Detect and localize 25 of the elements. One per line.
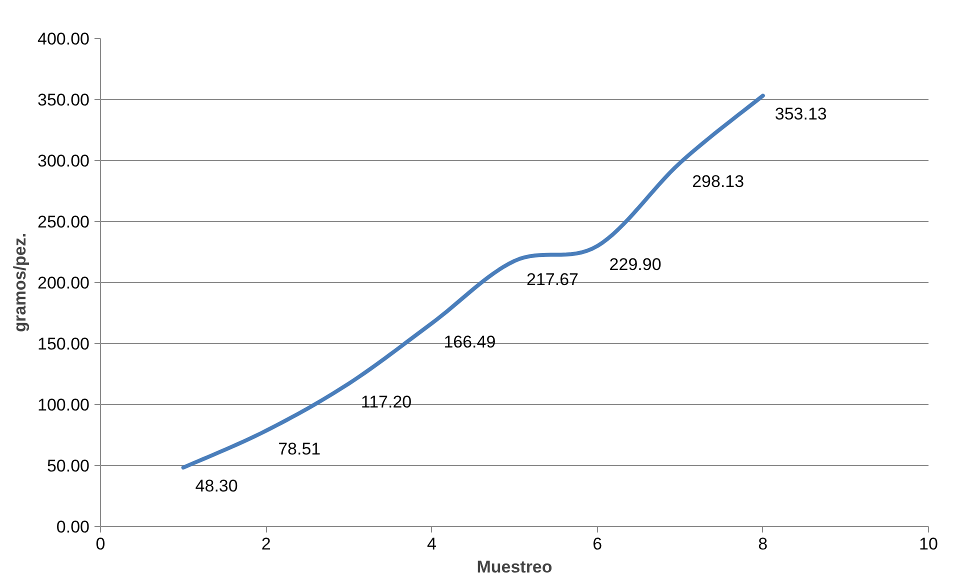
data-label: 229.90 bbox=[609, 255, 662, 274]
y-tick-label: 300.00 bbox=[38, 152, 90, 170]
data-label: 48.30 bbox=[195, 476, 238, 496]
x-tick-label: 0 bbox=[96, 534, 106, 554]
x-tick-label: 10 bbox=[919, 534, 938, 554]
x-tick-label: 6 bbox=[592, 534, 602, 554]
data-label: 217.67 bbox=[526, 270, 578, 289]
y-tick-label: 200.00 bbox=[38, 274, 90, 292]
data-label: 353.13 bbox=[774, 104, 827, 124]
y-tick-label: 100.00 bbox=[38, 396, 90, 414]
data-label: 78.51 bbox=[278, 440, 321, 459]
y-axis-title: gramos/pez. bbox=[10, 232, 30, 332]
x-axis-title: Muestreo bbox=[476, 558, 552, 576]
y-tick-label: 400.00 bbox=[38, 30, 90, 48]
x-tick-label: 4 bbox=[426, 534, 436, 554]
y-tick-label: 0.00 bbox=[56, 518, 90, 536]
data-label: 117.20 bbox=[360, 392, 412, 412]
x-tick-label: 2 bbox=[261, 534, 271, 554]
data-label: 166.49 bbox=[444, 332, 496, 352]
x-tick-label: 8 bbox=[758, 534, 768, 554]
data-label: 298.13 bbox=[692, 172, 744, 191]
y-tick-label: 50.00 bbox=[46, 456, 90, 476]
y-tick-label: 150.00 bbox=[38, 334, 90, 354]
y-tick-label: 250.00 bbox=[38, 212, 90, 232]
y-tick-label: 350.00 bbox=[38, 90, 90, 110]
